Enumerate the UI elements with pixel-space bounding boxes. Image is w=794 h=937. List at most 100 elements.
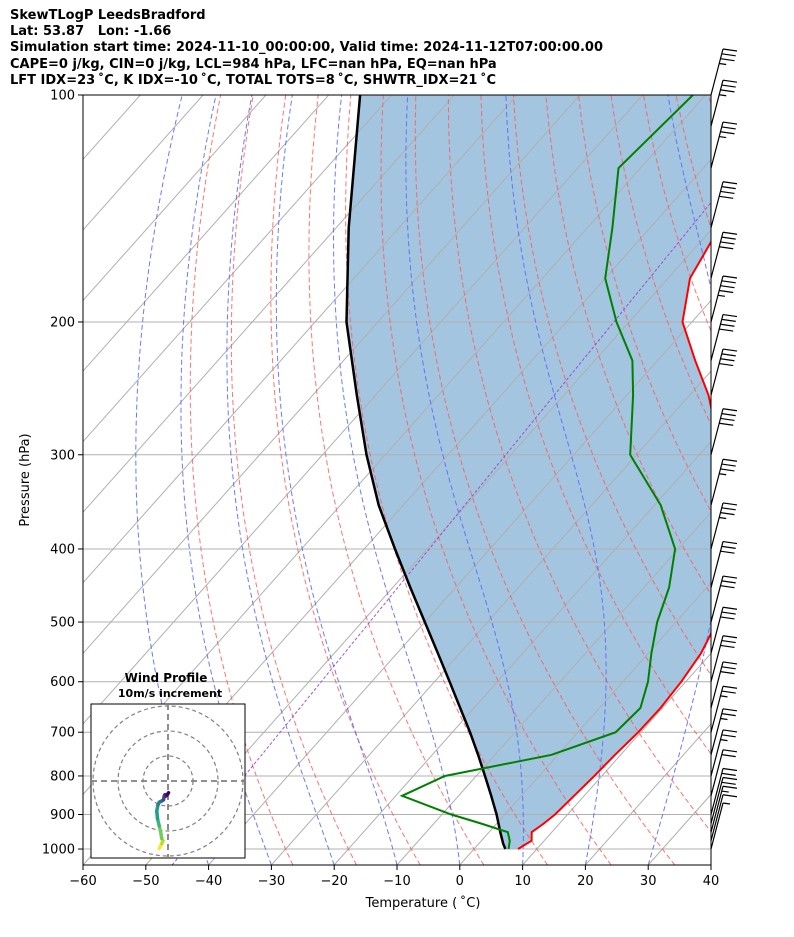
wind-barb <box>710 785 738 833</box>
dry-adiabat <box>308 95 485 865</box>
chart-header: SkewTLogP LeedsBradford Lat: 53.87 Lon: … <box>10 8 603 89</box>
wind-barb-flag <box>722 502 738 506</box>
wind-barb-staff <box>710 48 724 96</box>
wind-barb-half <box>720 739 728 742</box>
wind-barb-flag <box>722 606 738 610</box>
dry-adiabat <box>345 95 549 865</box>
wind-barb <box>710 776 738 824</box>
wind-barb-staff <box>710 575 724 623</box>
wind-barb-flag <box>719 289 734 294</box>
wind-barb-flag <box>722 575 738 579</box>
wind-barb <box>710 661 738 709</box>
wind-barb-flag <box>722 635 738 639</box>
moist-adiabat <box>505 95 607 865</box>
hodograph-body <box>91 704 245 858</box>
index-line: LFT IDX=23 ˚C, K IDX=-10 ˚C, TOTAL TOTS=… <box>10 72 497 88</box>
temperature-line <box>517 239 711 850</box>
wind-barb-flag <box>722 348 738 352</box>
dry-adiabat <box>270 95 421 865</box>
wind-barb-flag <box>721 53 736 57</box>
y-tick-label: 1000 <box>42 843 75 858</box>
isotherm-gridline <box>396 511 711 865</box>
wind-barb <box>710 729 738 777</box>
wind-barb <box>710 685 738 733</box>
wind-barb-staff <box>710 232 724 279</box>
wind-barb-half <box>721 790 729 793</box>
wind-barb-half <box>722 802 731 805</box>
wind-barb-flag <box>720 550 735 554</box>
wind-barb-staff <box>710 777 724 824</box>
wind-barb-flag <box>722 79 738 83</box>
moist-adiabat <box>226 95 335 865</box>
wind-barb-flag <box>721 713 736 717</box>
wind-barb-staff <box>710 348 724 396</box>
wind-barb-flag <box>721 690 736 694</box>
wind-barb-flag <box>722 540 738 545</box>
wind-barb-flag <box>720 644 735 649</box>
dry-adiabat <box>512 95 711 676</box>
wind-barb-staff <box>710 786 724 833</box>
wind-barb <box>710 502 738 550</box>
wind-barb-staff <box>710 541 724 588</box>
wind-barb-flag <box>722 776 738 781</box>
cape-line: CAPE=0 j/kg, CIN=0 j/kg, LCL=984 hPa, LF… <box>10 56 497 72</box>
y-tick-label: 500 <box>50 616 75 631</box>
dry-adiabat <box>741 95 794 865</box>
dry-adiabat <box>380 95 612 865</box>
wind-barb <box>710 121 738 169</box>
wind-barb-flag <box>722 231 738 235</box>
wind-barbs-layer <box>710 48 738 850</box>
wind-barb-flag <box>722 661 738 665</box>
isotherm-gridline <box>83 95 392 443</box>
y-tick-label: 100 <box>50 89 75 104</box>
isotherm-gridline <box>522 652 711 865</box>
wind-barb-staff <box>710 635 724 682</box>
x-tick-label: 0 <box>456 874 464 889</box>
y-tick-label: 200 <box>50 315 75 330</box>
wind-barb-flag <box>722 408 738 412</box>
wind-barb-flag <box>721 754 736 758</box>
wind-barb-staff <box>710 607 724 654</box>
wind-barb-staff <box>710 314 724 361</box>
wind-barb <box>710 181 738 228</box>
wind-barb-flag <box>722 275 738 279</box>
wind-barb-staff <box>710 408 724 455</box>
wind-barb-flag <box>722 313 738 318</box>
x-tick-label: 40 <box>703 874 720 889</box>
wind-barb <box>710 749 738 796</box>
wind-barb-flag <box>721 186 736 190</box>
wind-barb-staff <box>710 80 724 127</box>
wind-barb-flag <box>721 84 736 88</box>
wind-barb-staff <box>710 181 724 228</box>
isotherm-gridline <box>208 299 711 865</box>
dry-adiabat <box>414 95 676 865</box>
wind-barb-half <box>719 473 727 476</box>
wind-barb-flag <box>722 708 738 712</box>
wind-barb-flag <box>721 318 736 322</box>
y-tick-label: 600 <box>50 675 75 690</box>
location-line: Lat: 53.87 Lon: -1.66 <box>10 24 172 40</box>
wind-barb-staff <box>710 459 724 506</box>
wind-barb-flag <box>721 126 736 130</box>
wind-barb-half <box>719 62 727 66</box>
wind-barb-flag <box>720 323 735 327</box>
wind-barb-flag <box>720 131 735 135</box>
wind-barb-flag <box>720 616 735 620</box>
wind-barb-flag <box>722 729 738 733</box>
wind-barb <box>710 48 738 96</box>
wind-barb-flag <box>721 236 736 240</box>
wind-barb <box>710 275 738 323</box>
wind-barb-flag <box>721 772 736 776</box>
x-tick-label: 30 <box>640 874 657 889</box>
wind-barb <box>710 802 731 850</box>
moist-adiabat <box>180 95 272 865</box>
wind-barb-flag <box>720 585 735 589</box>
wind-barb <box>710 79 738 127</box>
x-tick-label: −60 <box>69 874 96 889</box>
wind-barb <box>710 575 738 623</box>
dewpoint-line <box>399 95 694 850</box>
y-tick-label: 900 <box>50 808 75 823</box>
y-tick-label: 700 <box>50 726 75 741</box>
wind-barb <box>710 458 738 506</box>
